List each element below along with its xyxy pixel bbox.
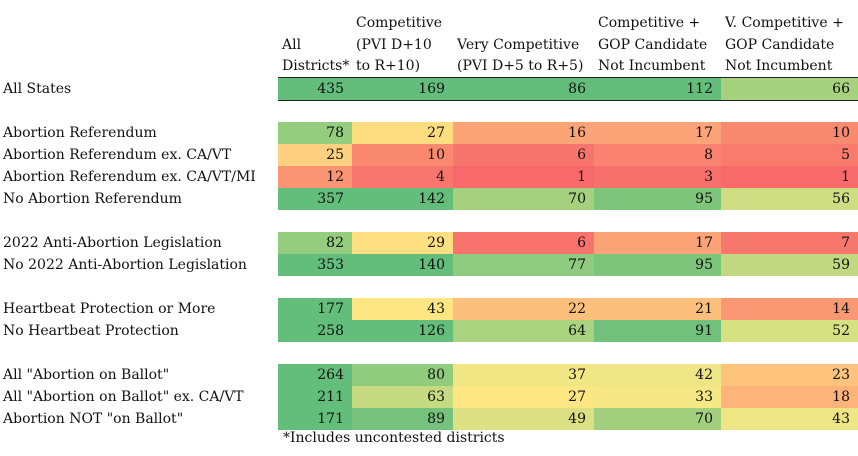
table-cell: 25 <box>278 144 352 166</box>
table-cell: 258 <box>278 320 352 342</box>
column-header-line: V. Competitive + <box>725 15 844 31</box>
table-cell: 70 <box>594 408 721 430</box>
table-cell: 43 <box>352 298 453 320</box>
table-cell: 264 <box>278 364 352 386</box>
column-header-line: Competitive <box>356 15 443 31</box>
table-cell: 14 <box>721 298 858 320</box>
table-cell: 27 <box>352 122 453 144</box>
table-cell: 126 <box>352 320 453 342</box>
column-header-1: Competitive (PVI D+10 to R+10) <box>356 13 442 78</box>
table-cell: 27 <box>453 386 594 408</box>
table-cell: 142 <box>352 188 453 210</box>
table-cell: 63 <box>352 386 453 408</box>
column-header-line: Competitive + <box>598 15 701 31</box>
table-cell: 78 <box>278 122 352 144</box>
table-cell: 95 <box>594 188 721 210</box>
table-cell: 56 <box>721 188 858 210</box>
table-cell: 21 <box>594 298 721 320</box>
column-header-line <box>282 13 349 35</box>
column-header-line: Not Incumbent <box>598 58 706 74</box>
row-label: Abortion Referendum ex. CA/VT <box>3 147 232 163</box>
table-cell: 64 <box>453 320 594 342</box>
table-cell: 177 <box>278 298 352 320</box>
column-header-line: (PVI D+10 <box>356 36 432 53</box>
table-cell: 357 <box>278 188 352 210</box>
table-cell: 22 <box>453 298 594 320</box>
column-header-line: to R+10) <box>356 58 421 74</box>
table-cell: 3 <box>594 166 721 188</box>
table-cell: 29 <box>352 232 453 254</box>
column-header-line: All <box>282 36 302 53</box>
column-header-line: GOP Candidate <box>598 36 708 53</box>
column-header-line: Not Incumbent <box>725 58 833 74</box>
table-cell: 17 <box>594 232 721 254</box>
table-cell: 82 <box>278 232 352 254</box>
table-cell: 33 <box>594 386 721 408</box>
row-label: Abortion Referendum ex. CA/VT/MI <box>3 169 256 185</box>
column-header-3: Competitive + GOP Candidate Not Incumbent <box>598 13 707 78</box>
table-cell: 52 <box>721 320 858 342</box>
table-cell: 6 <box>453 232 594 254</box>
row-label: All States <box>3 81 72 97</box>
row-label: All "Abortion on Ballot" ex. CA/VT <box>3 389 244 405</box>
table-cell: 353 <box>278 254 352 276</box>
table-cell: 5 <box>721 144 858 166</box>
row-label: Abortion Referendum <box>3 125 157 141</box>
table-cell: 89 <box>352 408 453 430</box>
column-header-line: Very Competitive <box>457 36 580 53</box>
table-cell: 140 <box>352 254 453 276</box>
table-cell: 169 <box>352 78 453 100</box>
column-header-line: GOP Candidate <box>725 36 835 53</box>
table-cell: 1 <box>453 166 594 188</box>
row-label: Heartbeat Protection or More <box>3 301 216 317</box>
table-cell: 10 <box>721 122 858 144</box>
table-cell: 8 <box>594 144 721 166</box>
table-cell: 17 <box>594 122 721 144</box>
row-label: No Heartbeat Protection <box>3 323 179 339</box>
table-cell: 435 <box>278 78 352 100</box>
table-cell: 42 <box>594 364 721 386</box>
table-cell: 49 <box>453 408 594 430</box>
table-cell: 171 <box>278 408 352 430</box>
table-cell: 12 <box>278 166 352 188</box>
footnote: *Includes uncontested districts <box>283 430 505 446</box>
table-cell: 1 <box>721 166 858 188</box>
row-label: 2022 Anti-Abortion Legislation <box>3 235 222 251</box>
table-rule <box>278 77 858 78</box>
table-cell: 112 <box>594 78 721 100</box>
table-cell: 43 <box>721 408 858 430</box>
table-cell: 4 <box>352 166 453 188</box>
table-cell: 86 <box>453 78 594 100</box>
row-label: No 2022 Anti-Abortion Legislation <box>3 257 247 273</box>
table-cell: 7 <box>721 232 858 254</box>
table-cell: 18 <box>721 386 858 408</box>
table-cell: 37 <box>453 364 594 386</box>
column-header-line: Districts* <box>282 58 350 74</box>
table-cell: 16 <box>453 122 594 144</box>
column-header-line: (PVI D+5 to R+5) <box>457 58 584 74</box>
table-cell: 91 <box>594 320 721 342</box>
table-cell: 6 <box>453 144 594 166</box>
table-rule <box>278 100 858 101</box>
table-cell: 77 <box>453 254 594 276</box>
table-cell: 211 <box>278 386 352 408</box>
column-header-line <box>457 13 583 35</box>
table-cell: 80 <box>352 364 453 386</box>
table-cell: 23 <box>721 364 858 386</box>
table-cell: 70 <box>453 188 594 210</box>
row-label: No Abortion Referendum <box>3 191 182 207</box>
table-cell: 59 <box>721 254 858 276</box>
table-cell: 10 <box>352 144 453 166</box>
row-label: All "Abortion on Ballot" <box>3 367 170 383</box>
column-header-4: V. Competitive + GOP Candidate Not Incumbe… <box>725 13 844 78</box>
column-header-0: All Districts* <box>282 13 349 78</box>
column-header-2: Very Competitive (PVI D+5 to R+5) <box>457 13 583 78</box>
table-cell: 95 <box>594 254 721 276</box>
table-cell: 66 <box>721 78 858 100</box>
row-label: Abortion NOT "on Ballot" <box>3 411 184 427</box>
